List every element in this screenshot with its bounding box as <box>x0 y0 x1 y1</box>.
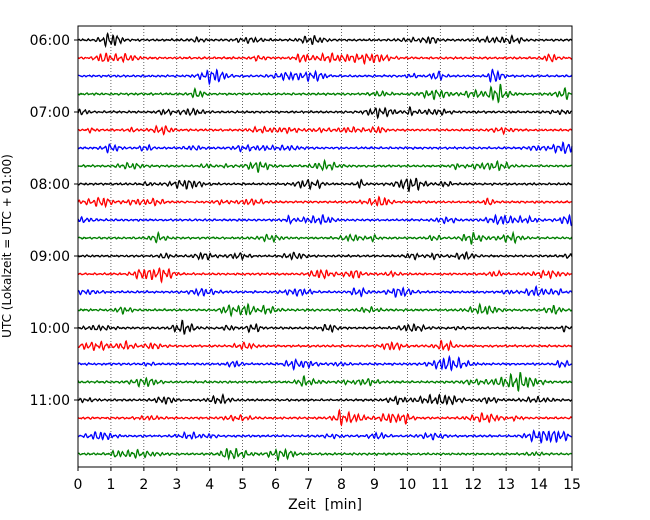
x-tick-label-11: 11 <box>431 477 449 493</box>
x-tick-label-6: 6 <box>271 477 280 493</box>
y-tick-label-09:00: 09:00 <box>30 249 70 265</box>
x-tick-label-1: 1 <box>106 477 115 493</box>
trace-0915 <box>77 267 573 284</box>
x-tick-label-9: 9 <box>370 477 379 493</box>
trace-0900 <box>77 251 573 261</box>
trace-0730 <box>77 141 573 155</box>
trace-0800 <box>77 177 573 193</box>
plot-frame <box>77 25 573 468</box>
x-tick-label-15: 15 <box>563 477 581 493</box>
trace-layer <box>77 31 573 462</box>
x-axis-ticks: 0 1 2 3 4 5 6 7 8 9 10 11 12 13 14 15 <box>74 467 581 493</box>
trace-1130 <box>77 429 573 445</box>
x-axis-label: Zeit [min] <box>288 497 362 513</box>
trace-0630 <box>77 68 573 86</box>
x-tick-label-14: 14 <box>530 477 548 493</box>
y-tick-label-08:00: 08:00 <box>30 177 70 193</box>
trace-0715 <box>77 124 573 136</box>
x-tick-label-4: 4 <box>205 477 214 493</box>
trace-1045 <box>77 372 573 393</box>
trace-0945 <box>77 302 573 318</box>
x-tick-label-2: 2 <box>139 477 148 493</box>
trace-1030 <box>77 354 573 372</box>
trace-0845 <box>77 230 573 245</box>
x-tick-label-8: 8 <box>337 477 346 493</box>
trace-0600 <box>77 31 573 49</box>
x-tick-label-7: 7 <box>304 477 313 493</box>
trace-0700 <box>77 106 573 120</box>
trace-0815 <box>77 195 573 209</box>
x-tick-label-13: 13 <box>497 477 515 493</box>
trace-0615 <box>77 52 573 66</box>
x-tick-label-3: 3 <box>172 477 181 493</box>
trace-0745 <box>77 158 573 173</box>
x-tick-label-5: 5 <box>238 477 247 493</box>
trace-0930 <box>77 285 573 298</box>
y-axis-ticks: 06:00 07:00 08:00 09:00 10:00 11:00 <box>30 33 78 409</box>
y-tick-label-10:00: 10:00 <box>30 321 70 337</box>
trace-0645 <box>77 83 573 104</box>
trace-1100 <box>77 393 573 406</box>
x-tick-label-0: 0 <box>74 477 83 493</box>
y-tick-label-06:00: 06:00 <box>30 33 70 49</box>
trace-1145 <box>77 447 573 462</box>
trace-0830 <box>77 213 573 227</box>
x-tick-label-12: 12 <box>464 477 482 493</box>
trace-1115 <box>77 408 573 427</box>
y-tick-label-11:00: 11:00 <box>30 393 70 409</box>
y-axis-label: UTC (Lokalzeit = UTC + 01:00) <box>0 154 14 338</box>
trace-1015 <box>77 339 573 352</box>
y-tick-label-07:00: 07:00 <box>30 105 70 121</box>
trace-1000 <box>77 319 573 335</box>
x-tick-label-10: 10 <box>398 477 416 493</box>
